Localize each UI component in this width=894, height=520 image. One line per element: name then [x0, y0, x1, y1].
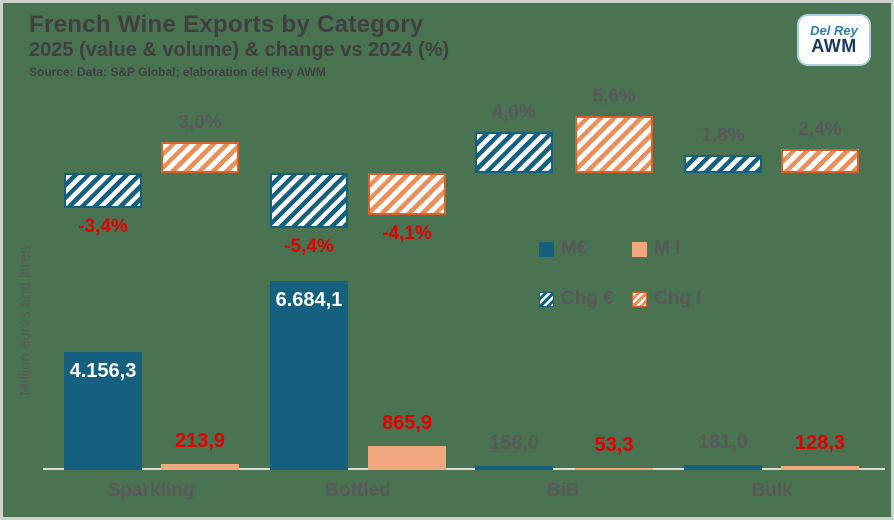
bar-value-litres-bib — [575, 468, 653, 470]
chart-subtitle: 2025 (value & volume) & change vs 2024 (… — [29, 39, 450, 61]
bar-change-label-chg-litres-sparkling: 3,0% — [178, 112, 222, 133]
bar-value-eur-bottled — [270, 281, 348, 470]
bar-change-label-chg-litres-bulk: 2,4% — [798, 119, 842, 140]
bar-value-litres-bulk — [781, 466, 859, 470]
logo-del-rey-text: Del Rey — [810, 22, 858, 38]
chart-title: French Wine Exports by Category — [29, 11, 424, 38]
bar-chg-litres-bib — [575, 116, 653, 173]
bar-value-label-value-litres-sparkling: 213,9 — [174, 430, 226, 452]
bar-change-label-chg-eur-sparkling: -3,4% — [78, 216, 128, 237]
bar-value-label-value-eur-bottled: 6.684,1 — [275, 289, 343, 311]
bar-value-label-value-eur-bulk: 181,0 — [697, 431, 749, 453]
bar-value-label-value-litres-bulk: 128,3 — [794, 432, 846, 454]
bar-change-label-chg-eur-bulk: 1,8% — [701, 125, 745, 146]
bar-value-eur-sparkling — [64, 352, 142, 470]
bar-chg-litres-bulk — [781, 149, 859, 173]
bar-value-label-value-litres-bottled: 865,9 — [381, 412, 433, 434]
bar-chg-eur-bottled — [270, 173, 348, 228]
legend-label-value-eur: M€ — [561, 238, 588, 259]
bar-chg-litres-bottled — [368, 173, 446, 215]
bar-chg-eur-bulk — [684, 155, 762, 173]
legend-item-chg-eur: Chg € — [539, 288, 614, 310]
legend-item-chg-litres: Chg l — [632, 288, 702, 310]
legend-swatch-value-litres — [632, 241, 647, 257]
legend-item-value-eur: M€ — [539, 238, 587, 260]
bar-change-label-chg-litres-bottled: -4,1% — [382, 223, 432, 244]
del-rey-awm-logo: Del Rey AWM — [797, 14, 871, 66]
legend-label-value-litres: M l — [654, 238, 681, 259]
bar-chg-litres-sparkling — [161, 142, 239, 173]
logo-awm-text: AWM — [811, 36, 857, 57]
bar-change-label-chg-eur-bottled: -5,4% — [284, 236, 334, 257]
legend-label-chg-litres: Chg l — [654, 288, 702, 309]
bar-chg-eur-bib — [475, 132, 553, 173]
y-axis-label: Million euros and litres — [16, 246, 34, 396]
bar-chg-eur-sparkling — [64, 173, 142, 208]
source-note: Source: Data: S&P Global; elaboration de… — [29, 65, 326, 79]
x-axis-label-bulk: Bulk — [751, 480, 793, 501]
legend-label-chg-eur: Chg € — [561, 288, 614, 309]
x-axis-line — [43, 468, 885, 470]
bar-value-label-value-litres-bib: 53,3 — [594, 434, 634, 456]
x-axis-label-bib: BiB — [546, 480, 580, 501]
legend-swatch-chg-litres — [632, 291, 647, 307]
x-axis-label-sparkling: Sparkling — [107, 480, 195, 501]
bar-change-label-chg-litres-bib: 5,6% — [592, 86, 636, 107]
bar-change-label-chg-eur-bib: 4,0% — [492, 102, 536, 123]
legend-item-value-litres: M l — [632, 238, 680, 260]
bar-value-litres-sparkling — [161, 464, 239, 470]
legend-swatch-chg-eur — [539, 291, 554, 307]
bar-value-label-value-eur-sparkling: 4.156,3 — [69, 360, 137, 382]
bar-value-litres-bottled — [368, 446, 446, 470]
legend-swatch-value-eur — [539, 241, 554, 257]
bar-value-eur-bib — [475, 466, 553, 470]
x-axis-label-bottled: Bottled — [325, 480, 391, 501]
bar-value-eur-bulk — [684, 465, 762, 470]
bar-value-label-value-eur-bib: 158,0 — [488, 432, 540, 454]
